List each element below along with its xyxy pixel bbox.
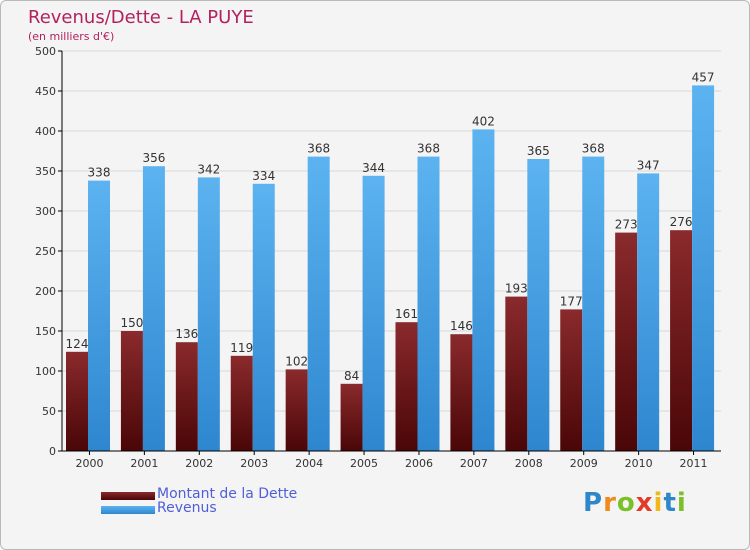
y-tick-label: 50 [42, 405, 56, 418]
data-label-revenus: 356 [142, 151, 165, 165]
data-label-revenus: 344 [362, 161, 385, 175]
logo-letter: i [653, 488, 664, 518]
y-tick-label: 200 [35, 285, 56, 298]
bar-dette [615, 232, 638, 451]
x-tick-label: 2005 [350, 457, 378, 470]
bar-dette [66, 351, 88, 451]
legend-label-revenus: Revenus [157, 500, 217, 516]
chart-title: Revenus/Dette - LA PUYE [28, 7, 254, 28]
bar-dette [230, 355, 253, 451]
data-label-revenus: 342 [197, 162, 220, 176]
data-label-dette: 276 [670, 215, 693, 229]
legend-label-dette: Montant de la Dette [157, 486, 298, 502]
data-label-dette: 146 [450, 319, 473, 333]
bar-revenus [307, 156, 330, 451]
bar-dette [560, 309, 583, 451]
x-tick-label: 2009 [570, 457, 598, 470]
data-label-revenus: 457 [692, 70, 715, 84]
bar-dette [450, 334, 473, 451]
logo-letter: r [603, 488, 617, 518]
bar-revenus [472, 129, 495, 451]
y-tick-label: 350 [35, 165, 56, 178]
bar-dette [340, 383, 363, 451]
data-label-revenus: 402 [472, 114, 495, 128]
y-tick-label: 150 [35, 325, 56, 338]
data-label-dette: 136 [175, 327, 198, 341]
logo-letter: t [663, 488, 677, 518]
bar-dette [670, 230, 693, 451]
logo-letter: P [583, 488, 604, 518]
bar-revenus [88, 180, 110, 451]
bar-revenus [252, 183, 275, 452]
legend-swatch-dette [101, 492, 155, 500]
bar-revenus [527, 159, 550, 451]
data-label-dette: 119 [230, 341, 253, 355]
data-label-revenus: 368 [582, 142, 605, 156]
data-label-dette: 102 [285, 354, 308, 368]
bar-revenus [417, 156, 440, 451]
x-tick-label: 2003 [240, 457, 268, 470]
y-tick-label: 400 [35, 125, 56, 138]
x-tick-label: 2000 [75, 457, 103, 470]
y-tick-label: 450 [35, 85, 56, 98]
x-tick-label: 2011 [680, 457, 708, 470]
chart-subtitle: (en milliers d'€) [28, 30, 115, 43]
x-tick-label: 2004 [295, 457, 323, 470]
bar-revenus [197, 177, 220, 451]
x-tick-label: 2006 [405, 457, 433, 470]
data-label-dette: 124 [66, 337, 89, 351]
data-label-revenus: 347 [637, 158, 660, 172]
data-label-revenus: 368 [417, 142, 440, 156]
bar-revenus [692, 85, 715, 452]
proxiti-logo: Proxiti [583, 488, 687, 518]
x-tick-label: 2007 [460, 457, 488, 470]
data-label-dette: 273 [615, 218, 638, 232]
bar-dette [505, 296, 528, 451]
bar-revenus [637, 173, 660, 451]
bar-revenus [142, 166, 165, 451]
logo-letter: x [635, 488, 654, 518]
bar-dette [285, 369, 308, 451]
legend-swatch-revenus [101, 506, 155, 514]
data-label-dette: 177 [560, 294, 583, 308]
data-label-revenus: 368 [307, 142, 330, 156]
data-label-revenus: 365 [527, 144, 550, 158]
logo-letter: i [676, 488, 687, 518]
data-label-dette: 84 [344, 369, 359, 383]
data-label-revenus: 338 [88, 166, 111, 180]
x-tick-label: 2008 [515, 457, 543, 470]
bar-dette [120, 331, 143, 451]
y-tick-label: 500 [35, 45, 56, 58]
x-tick-label: 2001 [130, 457, 158, 470]
data-label-dette: 193 [505, 282, 528, 296]
data-label-revenus: 334 [252, 169, 275, 183]
data-label-dette: 150 [120, 316, 143, 330]
logo-letter: o [616, 488, 636, 518]
x-tick-label: 2010 [625, 457, 653, 470]
x-tick-label: 2002 [185, 457, 213, 470]
bar-revenus [582, 156, 605, 451]
y-tick-label: 100 [35, 365, 56, 378]
bar-dette [175, 342, 198, 451]
y-tick-label: 0 [49, 445, 56, 458]
bar-dette [395, 322, 418, 451]
y-tick-label: 250 [35, 245, 56, 258]
data-label-dette: 161 [395, 307, 418, 321]
y-tick-label: 300 [35, 205, 56, 218]
bar-revenus [362, 175, 385, 452]
